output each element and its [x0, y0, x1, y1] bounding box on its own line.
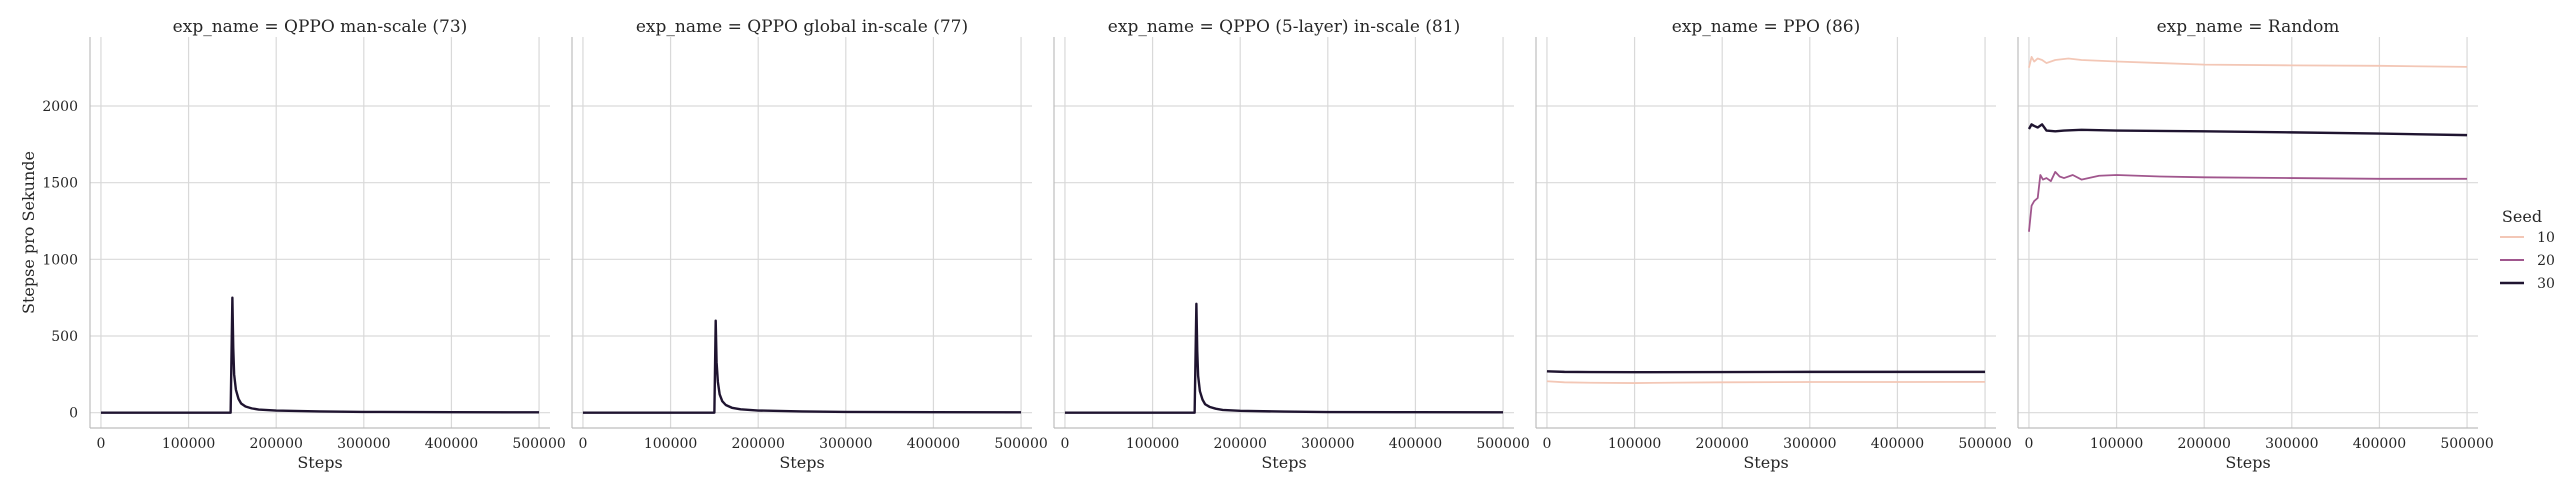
legend-label-10: 10	[2537, 230, 2555, 246]
series-line-30	[100, 296, 540, 414]
x-tick-label-5: 500000	[1958, 436, 2011, 452]
x-tick-label-5: 500000	[512, 436, 565, 452]
legend: Seed 10 20 30	[2500, 207, 2555, 292]
legend-entry-20: 20	[2500, 253, 2555, 269]
x-tick-label-1: 100000	[1126, 436, 1179, 452]
y-tick-label-2: 1000	[42, 252, 78, 268]
series-line-10	[1546, 380, 1986, 384]
x-tick-label-3: 300000	[1301, 436, 1354, 452]
x-tick-label-3: 300000	[2265, 436, 2318, 452]
facet-panel-4: 0 100000 200000 300000 400000 500000 Steps exp_…	[2017, 17, 2494, 472]
x-tick-label-3: 300000	[819, 436, 872, 452]
x-tick-label-3: 300000	[1783, 436, 1836, 452]
x-tick-label-5: 500000	[1476, 436, 1529, 452]
x-axis-label: Steps	[1261, 453, 1306, 472]
x-axis-label: Steps	[779, 453, 824, 472]
facet-panels: 0 100000 200000 300000 400000 500000050010001…	[19, 17, 2494, 472]
x-tick-label-0: 0	[2024, 436, 2033, 452]
y-tick-label-0: 0	[69, 406, 78, 422]
x-tick-label-4: 400000	[425, 436, 478, 452]
y-tick-label-4: 2000	[42, 99, 78, 115]
legend-entry-10: 10	[2500, 230, 2555, 246]
x-tick-label-0: 0	[578, 436, 587, 452]
x-tick-label-0: 0	[1060, 436, 1069, 452]
x-tick-label-0: 0	[1542, 436, 1551, 452]
x-tick-label-2: 200000	[2177, 436, 2230, 452]
facet-panel-1: 0 100000 200000 300000 400000 500000 Steps exp_…	[571, 17, 1048, 472]
panel-title: exp_name = PPO (86)	[1672, 17, 1860, 37]
series-line-30	[2027, 123, 2468, 137]
series-line-20	[2028, 171, 2468, 232]
y-tick-label-1: 500	[51, 329, 78, 345]
panel-title: exp_name = QPPO global in-scale (77)	[636, 17, 968, 37]
x-tick-label-0: 0	[96, 436, 105, 452]
x-tick-label-2: 200000	[1213, 436, 1266, 452]
legend-label-20: 20	[2537, 253, 2555, 269]
x-tick-label-4: 400000	[1389, 436, 1442, 452]
x-tick-label-4: 400000	[907, 436, 960, 452]
x-tick-label-2: 200000	[731, 436, 784, 452]
x-axis-label: Steps	[1743, 453, 1788, 472]
panel-title: exp_name = Random	[2157, 17, 2340, 37]
panel-title: exp_name = QPPO (5-layer) in-scale (81)	[1108, 17, 1460, 37]
x-tick-label-4: 400000	[1871, 436, 1924, 452]
legend-title: Seed	[2502, 207, 2542, 226]
x-tick-label-2: 200000	[1695, 436, 1748, 452]
x-tick-label-3: 300000	[337, 436, 390, 452]
x-axis-label: Steps	[297, 453, 342, 472]
series-line-30	[1064, 302, 1504, 414]
legend-label-30: 30	[2537, 276, 2555, 292]
facet-panel-3: 0 100000 200000 300000 400000 500000 Steps exp_…	[1535, 17, 2012, 472]
legend-entry-30: 30	[2500, 276, 2555, 292]
y-axis-label: Stepse pro Sekunde	[19, 151, 38, 314]
panel-title: exp_name = QPPO man-scale (73)	[173, 17, 468, 37]
x-tick-label-5: 500000	[2440, 436, 2493, 452]
series-line-30	[582, 319, 1022, 414]
x-tick-label-1: 100000	[2090, 436, 2143, 452]
x-tick-label-5: 500000	[994, 436, 1047, 452]
facet-panel-2: 0 100000 200000 300000 400000 500000 Steps exp_…	[1053, 17, 1530, 472]
x-axis-label: Steps	[2225, 453, 2270, 472]
x-tick-label-1: 100000	[644, 436, 697, 452]
x-tick-label-1: 100000	[162, 436, 215, 452]
series-line-30	[1546, 370, 1986, 374]
facet-panel-0: 0 100000 200000 300000 400000 500000 0 500 1000 1…	[19, 17, 566, 472]
x-tick-label-1: 100000	[1608, 436, 1661, 452]
y-tick-label-3: 1500	[42, 176, 78, 192]
x-tick-label-2: 200000	[249, 436, 302, 452]
x-tick-label-4: 400000	[2353, 436, 2406, 452]
series-line-10	[2028, 56, 2468, 68]
